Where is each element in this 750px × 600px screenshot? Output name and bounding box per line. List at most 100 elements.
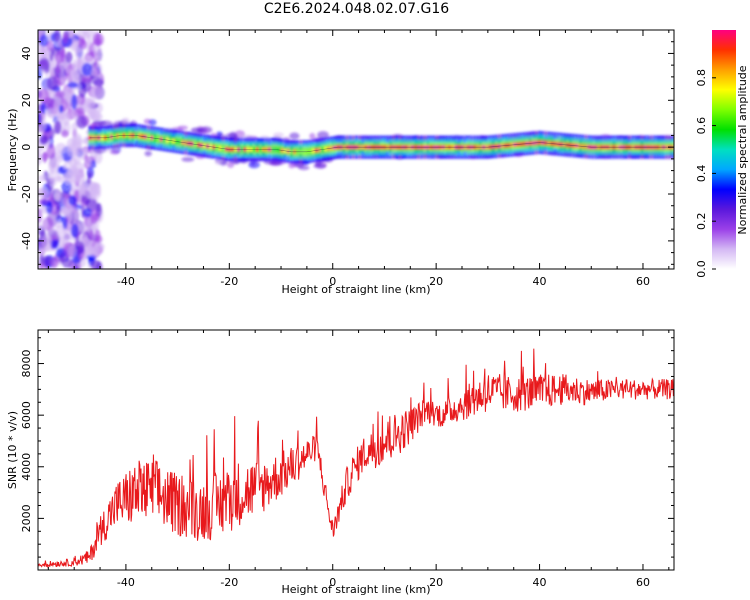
spectrogram-cell xyxy=(636,135,646,143)
snr-plot-area xyxy=(38,348,674,569)
spectrogram-cell xyxy=(121,117,130,125)
snr-x-tick-label: -20 xyxy=(220,576,238,589)
spectrogram-x-tick-label: 20 xyxy=(429,275,443,288)
snr-y-tick-label: 4000 xyxy=(20,453,33,481)
snr-y-tick-label: 2000 xyxy=(20,504,33,532)
spectrogram-cell xyxy=(38,145,45,153)
spectrogram-cell xyxy=(40,101,47,115)
spectrogram-cell xyxy=(90,68,98,77)
spectrogram-cell xyxy=(91,85,103,99)
spectrogram-cell xyxy=(81,62,93,77)
spectrogram-cell xyxy=(42,151,47,164)
spectrogram-cell xyxy=(273,132,284,138)
spectrogram-cell xyxy=(55,142,67,154)
spectrogram-cell xyxy=(181,157,195,162)
snr-ticks: -40 -20 0 20 40 60 2000 4000 6000 8000 xyxy=(20,330,674,589)
spectrogram-cell xyxy=(55,224,66,240)
snr-y-tick-label: 6000 xyxy=(20,401,33,429)
spectrogram-cell xyxy=(76,115,88,129)
spectrogram-cell xyxy=(86,157,93,167)
spectrogram-cell xyxy=(68,195,77,206)
colorbar-tick-label: 0.6 xyxy=(695,117,708,135)
spectrogram-x-tick-label: -40 xyxy=(117,275,135,288)
spectrogram-cell xyxy=(62,33,69,44)
spectrogram-cell xyxy=(90,109,101,121)
snr-x-tick-label: -40 xyxy=(117,576,135,589)
spectrogram-cell xyxy=(38,207,43,224)
colorbar-gradient xyxy=(712,30,736,269)
colorbar-ticks: 0.0 0.2 0.4 0.6 0.8 xyxy=(695,69,716,278)
spectrogram-cell xyxy=(38,174,46,182)
spectrogram-cell xyxy=(45,108,58,118)
spectrogram-y-tick-label: -40 xyxy=(20,232,33,250)
spectrogram-cell xyxy=(38,57,50,71)
snr-series-line xyxy=(38,348,674,569)
snr-y-axis-label: SNR (10 * v/v) xyxy=(6,411,19,489)
spectrogram-cell xyxy=(61,129,69,138)
spectrogram-cell xyxy=(148,119,157,126)
spectrogram-x-tick-label: 0 xyxy=(329,275,336,288)
colorbar-tick-label: 0.2 xyxy=(695,212,708,230)
spectrogram-y-tick-label: -20 xyxy=(20,185,33,203)
snr-frame xyxy=(37,329,675,571)
colorbar-tick-label: 0.4 xyxy=(695,165,708,183)
spectrogram-cell xyxy=(270,161,283,166)
spectrogram-ticks: -40 -20 0 20 40 60 -40 -20 0 20 40 xyxy=(20,29,674,288)
spectrogram-cell xyxy=(46,143,56,160)
spectrogram-cell xyxy=(67,245,78,258)
spectrogram-cell xyxy=(38,88,50,104)
spectrogram-cell xyxy=(81,76,93,83)
spectrogram-cell xyxy=(80,182,93,196)
spectrogram-ridge-line xyxy=(89,135,669,153)
spectrogram-cell xyxy=(94,229,101,241)
spectrogram-cell xyxy=(61,257,73,268)
spectrogram-cell xyxy=(58,105,64,114)
spectrogram-x-axis-label: Height of straight line (km) xyxy=(281,283,430,296)
spectrogram-cell xyxy=(144,150,152,157)
spectrogram-cell xyxy=(40,48,52,57)
spectrogram-cell xyxy=(87,240,100,257)
spectrogram-cell xyxy=(227,161,235,168)
spectrogram-cell xyxy=(53,30,61,42)
spectrogram-cell xyxy=(95,202,101,213)
snr-x-axis-label: Height of straight line (km) xyxy=(281,583,430,596)
spectrogram-cell xyxy=(248,161,260,169)
spectrogram-cell xyxy=(71,94,78,110)
spectrogram-cell xyxy=(90,259,101,269)
spectrogram-cell xyxy=(57,166,65,175)
spectrogram-cell xyxy=(82,208,93,218)
spectrogram-cell xyxy=(92,45,102,54)
spectrogram-cell xyxy=(46,76,59,91)
colorbar-tick-label: 0.8 xyxy=(695,69,708,87)
colorbar-tick-label: 0.0 xyxy=(695,260,708,278)
spectrogram-cell xyxy=(50,239,60,250)
spectrogram-cell xyxy=(90,208,98,225)
spectrogram-cell xyxy=(216,131,223,137)
spectrogram-y-tick-label: 40 xyxy=(20,46,33,60)
spectrogram-cell xyxy=(40,234,52,251)
spectrogram-cell xyxy=(49,257,59,268)
snr-x-tick-label: 20 xyxy=(429,576,443,589)
spectrogram-cell xyxy=(76,30,87,39)
colorbar-label: Normalized spectral amplitude xyxy=(736,65,749,234)
spectrogram-cell xyxy=(55,188,61,202)
snr-panel: -40 -20 0 20 40 60 2000 4000 6000 8000 Height of … xyxy=(6,329,675,596)
spectrogram-cell xyxy=(177,125,189,130)
spectrogram-cell xyxy=(38,112,43,127)
spectrogram-cell xyxy=(87,193,97,200)
spectrogram-cell xyxy=(47,192,54,202)
spectrogram-cell xyxy=(190,127,203,133)
snr-x-tick-label: 40 xyxy=(533,576,547,589)
spectrogram-cell xyxy=(50,177,57,186)
spectrogram-cell xyxy=(183,131,192,138)
spectrogram-cell xyxy=(38,198,49,206)
spectrogram-cell xyxy=(81,220,87,235)
spectrogram-cell xyxy=(38,187,49,198)
spectrogram-cell xyxy=(54,51,65,64)
spectrogram-cell xyxy=(42,217,49,230)
spectrogram-cell xyxy=(55,204,61,220)
spectrogram-cell xyxy=(309,132,316,140)
spectrogram-panel: -40 -20 0 20 40 60 -40 -20 0 20 40 Height of strai… xyxy=(6,29,675,296)
figure-title: C2E6.2024.048.02.07.G16 xyxy=(263,1,450,17)
spectrogram-cell xyxy=(65,51,73,64)
